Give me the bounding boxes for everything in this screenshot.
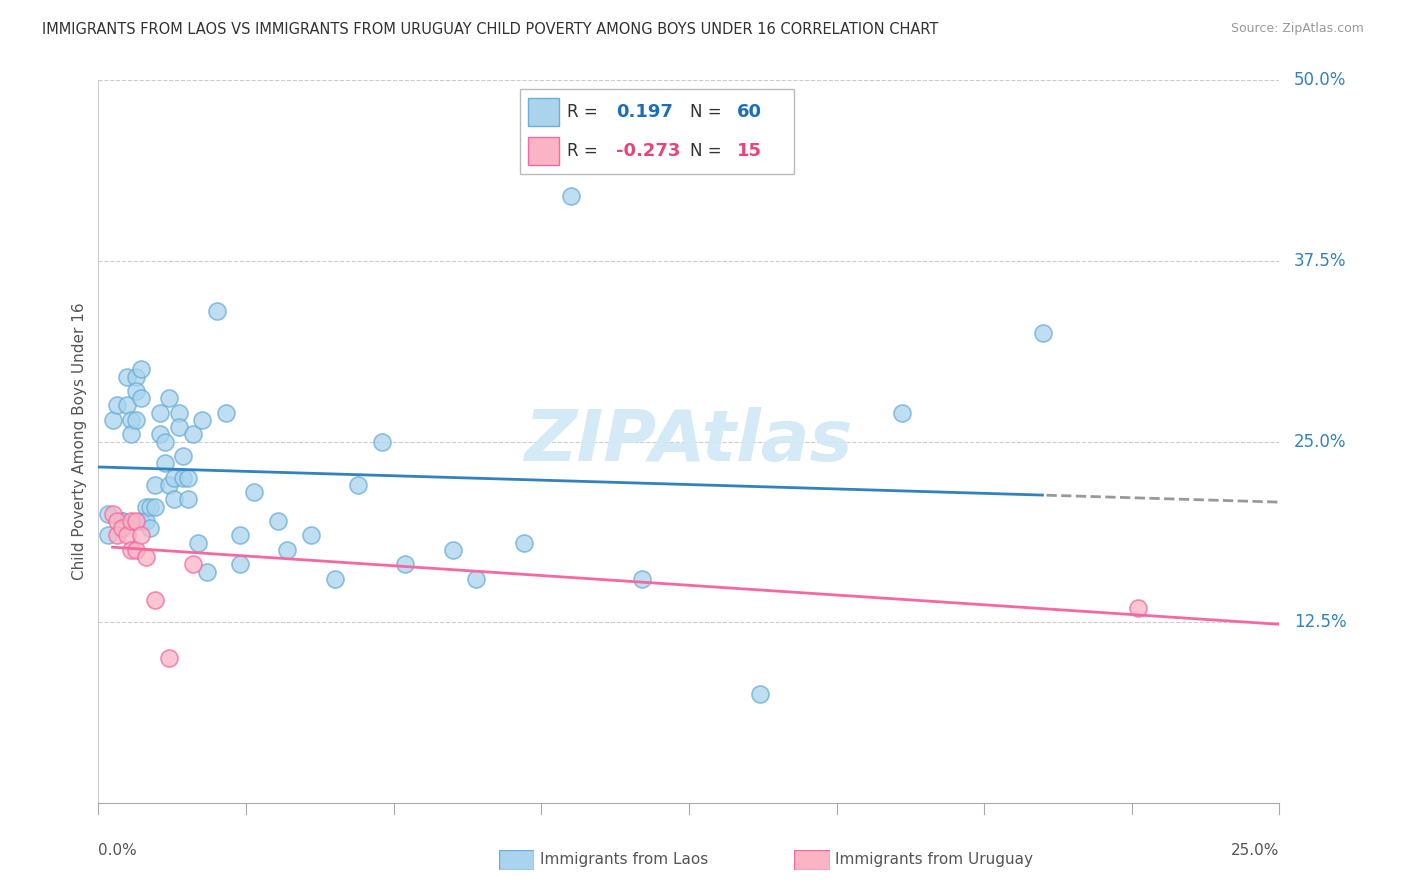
- Point: [177, 492, 200, 507]
- Point: [105, 398, 128, 412]
- Point: [172, 470, 194, 484]
- Point: [229, 528, 252, 542]
- Point: [167, 406, 190, 420]
- Text: 12.5%: 12.5%: [1294, 613, 1347, 632]
- Point: [347, 478, 370, 492]
- Point: [441, 542, 464, 557]
- Text: IMMIGRANTS FROM LAOS VS IMMIGRANTS FROM URUGUAY CHILD POVERTY AMONG BOYS UNDER 1: IMMIGRANTS FROM LAOS VS IMMIGRANTS FROM …: [42, 22, 939, 37]
- Point: [177, 470, 200, 484]
- Point: [560, 189, 582, 203]
- Text: 15: 15: [737, 142, 762, 160]
- Point: [143, 478, 166, 492]
- Point: [105, 528, 128, 542]
- Point: [191, 413, 214, 427]
- Point: [121, 542, 143, 557]
- Point: [125, 384, 148, 398]
- Point: [1032, 326, 1054, 340]
- Text: 37.5%: 37.5%: [1294, 252, 1346, 270]
- FancyBboxPatch shape: [520, 89, 794, 174]
- Point: [1126, 600, 1149, 615]
- Point: [121, 427, 143, 442]
- Y-axis label: Child Poverty Among Boys Under 16: Child Poverty Among Boys Under 16: [72, 302, 87, 581]
- Point: [143, 500, 166, 514]
- Point: [371, 434, 394, 449]
- Point: [153, 456, 176, 470]
- Text: R =: R =: [567, 103, 598, 121]
- Point: [111, 514, 134, 528]
- Point: [135, 550, 157, 565]
- Point: [267, 514, 290, 528]
- Point: [125, 369, 148, 384]
- Text: 50.0%: 50.0%: [1294, 71, 1346, 89]
- Point: [115, 398, 138, 412]
- Point: [135, 500, 157, 514]
- Point: [167, 420, 190, 434]
- Point: [129, 528, 152, 542]
- Text: 0.197: 0.197: [616, 103, 673, 121]
- Point: [181, 427, 204, 442]
- Point: [139, 500, 162, 514]
- Point: [111, 521, 134, 535]
- Point: [121, 413, 143, 427]
- Point: [243, 485, 266, 500]
- Point: [890, 406, 912, 420]
- Text: N =: N =: [690, 142, 721, 160]
- Point: [143, 593, 166, 607]
- Point: [187, 535, 209, 549]
- Point: [163, 470, 186, 484]
- Text: Source: ZipAtlas.com: Source: ZipAtlas.com: [1230, 22, 1364, 36]
- Bar: [529, 98, 558, 127]
- Point: [205, 304, 228, 318]
- Point: [125, 514, 148, 528]
- Point: [139, 521, 162, 535]
- Text: 0.0%: 0.0%: [98, 843, 138, 858]
- Text: Immigrants from Laos: Immigrants from Laos: [540, 853, 709, 867]
- Point: [129, 391, 152, 405]
- Text: N =: N =: [690, 103, 721, 121]
- Point: [125, 413, 148, 427]
- Text: ZIPAtlas: ZIPAtlas: [524, 407, 853, 476]
- Point: [153, 434, 176, 449]
- Point: [111, 514, 134, 528]
- Point: [394, 558, 416, 572]
- Point: [115, 369, 138, 384]
- Text: Immigrants from Uruguay: Immigrants from Uruguay: [835, 853, 1033, 867]
- Point: [129, 362, 152, 376]
- Point: [97, 507, 120, 521]
- Text: R =: R =: [567, 142, 598, 160]
- Point: [229, 558, 252, 572]
- Point: [512, 535, 534, 549]
- Point: [748, 687, 770, 701]
- Text: 60: 60: [737, 103, 762, 121]
- Point: [163, 492, 186, 507]
- Point: [115, 528, 138, 542]
- Point: [105, 514, 128, 528]
- Text: 25.0%: 25.0%: [1294, 433, 1346, 450]
- Point: [101, 413, 124, 427]
- Point: [129, 514, 152, 528]
- Point: [121, 514, 143, 528]
- Point: [157, 651, 180, 665]
- Text: 25.0%: 25.0%: [1232, 843, 1279, 858]
- Point: [149, 427, 172, 442]
- Point: [195, 565, 218, 579]
- Point: [630, 572, 652, 586]
- Point: [97, 528, 120, 542]
- Point: [215, 406, 238, 420]
- Text: -0.273: -0.273: [616, 142, 681, 160]
- Point: [125, 542, 148, 557]
- Point: [135, 514, 157, 528]
- Point: [299, 528, 322, 542]
- Point: [157, 478, 180, 492]
- Point: [181, 558, 204, 572]
- Point: [101, 507, 124, 521]
- Point: [465, 572, 488, 586]
- Point: [157, 391, 180, 405]
- Point: [149, 406, 172, 420]
- Bar: [529, 136, 558, 165]
- Point: [172, 449, 194, 463]
- Point: [276, 542, 298, 557]
- Point: [323, 572, 346, 586]
